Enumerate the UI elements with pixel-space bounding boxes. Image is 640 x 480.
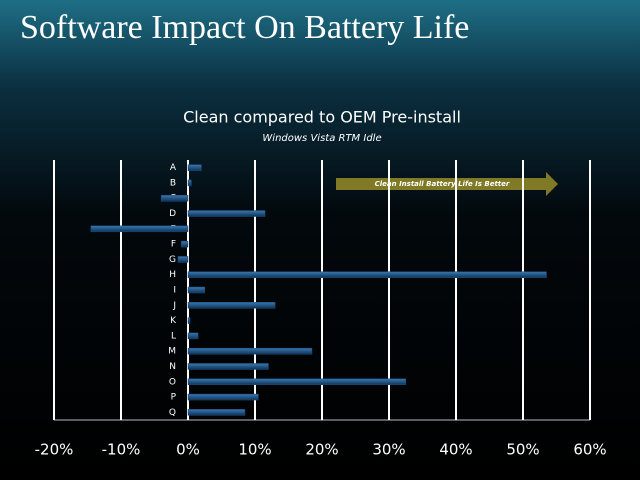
bar [187,286,205,294]
bar [187,302,276,309]
x-tick-label: -20% [35,441,74,459]
bar [187,271,547,278]
annotation-arrow [336,172,558,196]
bar [187,164,202,171]
y-tick-label: K [170,316,177,326]
y-tick-label: N [169,362,176,372]
plot: -20%-10%0%10%20%30%40%50%60%ABCDEFGHIJKL… [35,160,607,459]
x-tick-label: 40% [439,441,472,459]
y-tick-label: D [169,209,176,219]
bar [187,332,199,340]
y-tick-label: F [171,240,176,250]
x-tick-label: -10% [102,441,141,459]
x-tick-label: 60% [573,441,606,459]
chart-title: Clean compared to OEM Pre-install [183,108,461,127]
y-tick-label: O [169,377,176,387]
bar [187,393,259,401]
bar [187,347,313,355]
y-tick-label: A [170,163,177,173]
annotation: Clean Install Battery Life Is Better [375,180,510,188]
bar [90,225,189,233]
y-tick-label: G [169,255,176,265]
bar [187,409,246,416]
x-tick-label: 30% [372,441,405,459]
y-tick-label: J [172,301,176,311]
y-tick-label: L [171,331,176,341]
y-tick-label: Q [169,408,176,418]
y-tick-label: P [171,393,177,403]
bar [187,363,269,370]
bar [187,317,191,324]
bar [187,378,406,386]
x-tick-label: 50% [506,441,539,459]
y-tick-label: I [173,286,176,296]
bar [187,179,192,187]
x-tick-label: 10% [238,441,271,459]
bar [177,256,189,263]
chart-subtitle: Windows Vista RTM Idle [262,133,381,144]
y-tick-label: H [169,270,176,280]
bar [160,194,189,202]
slide-title: Software Impact On Battery Life [20,9,469,46]
bar [181,240,189,248]
x-tick-label: 0% [176,441,200,459]
x-tick-label: 20% [305,441,338,459]
y-tick-label: M [168,347,176,357]
y-tick-label: B [170,178,176,188]
bar [187,210,266,217]
